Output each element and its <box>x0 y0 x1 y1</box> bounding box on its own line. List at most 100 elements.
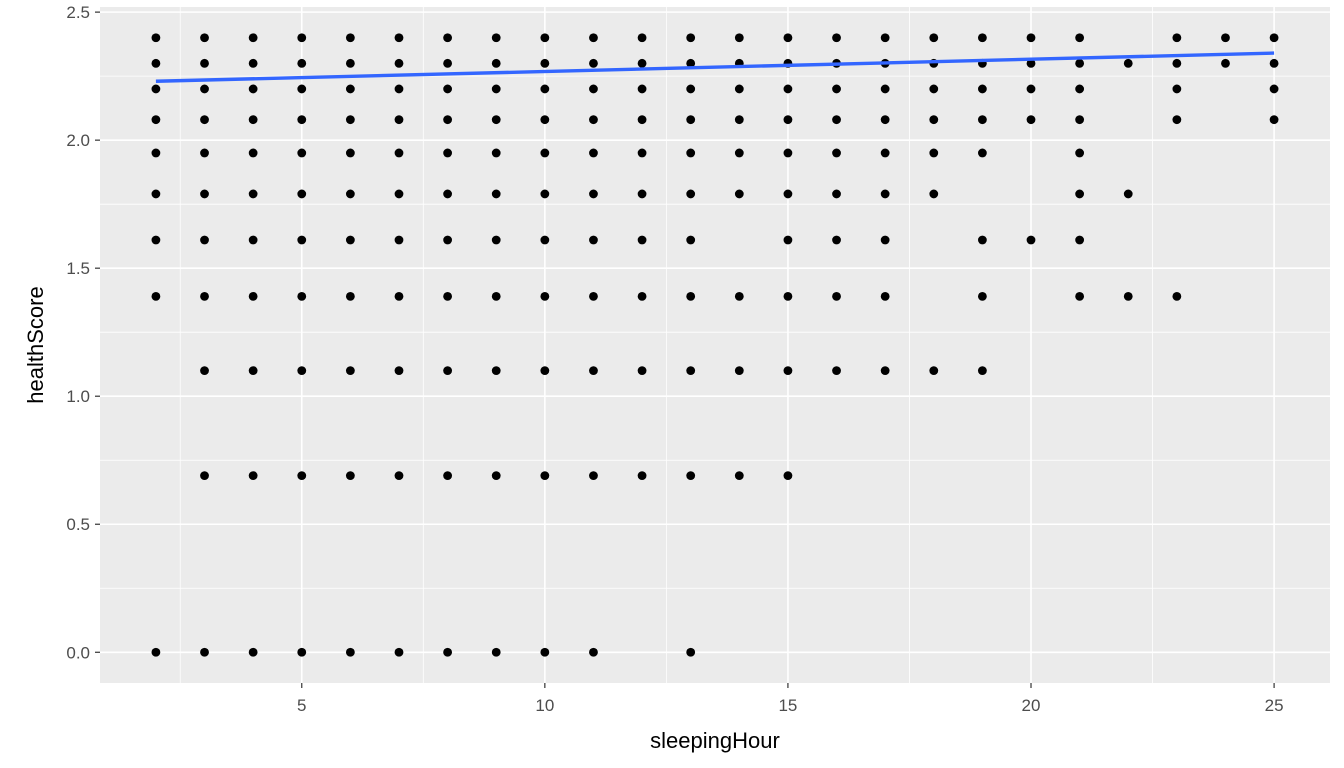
data-point <box>200 33 209 43</box>
data-point <box>394 471 404 480</box>
data-point <box>1172 115 1182 125</box>
data-point <box>297 647 307 657</box>
data-point <box>686 84 696 94</box>
data-point <box>977 115 987 125</box>
data-point <box>832 366 841 376</box>
data-point <box>589 366 598 376</box>
data-point <box>686 58 696 68</box>
data-point <box>345 84 355 94</box>
data-point <box>880 115 890 125</box>
data-point <box>734 471 744 480</box>
data-point <box>540 33 550 43</box>
data-point <box>151 291 161 301</box>
data-point <box>248 189 258 199</box>
data-point <box>637 148 647 158</box>
data-point <box>832 189 841 199</box>
data-point <box>345 291 355 301</box>
data-point <box>637 291 647 301</box>
data-point <box>686 148 696 158</box>
data-point <box>200 84 209 94</box>
minor-grid <box>100 7 1330 683</box>
data-point <box>200 115 209 125</box>
data-point <box>443 84 453 94</box>
data-point <box>1172 291 1182 301</box>
data-point <box>832 291 841 301</box>
data-point <box>734 291 744 301</box>
data-point <box>151 115 161 125</box>
data-point <box>929 84 939 94</box>
plot-panel <box>100 7 1330 683</box>
data-point <box>686 366 696 376</box>
data-point <box>832 33 841 43</box>
data-point <box>1221 33 1230 43</box>
data-point <box>637 235 647 245</box>
data-point <box>200 148 209 158</box>
data-point <box>929 148 939 158</box>
data-point <box>345 647 355 657</box>
data-point <box>540 291 550 301</box>
data-point <box>248 33 258 43</box>
data-point <box>734 366 744 376</box>
trend-line-layer <box>155 51 1275 83</box>
y-tick-label: 0.5 <box>66 515 90 534</box>
data-point <box>1172 84 1182 94</box>
data-point <box>637 33 647 43</box>
y-axis: 0.0 0.5 1.0 1.5 2.0 2.5 <box>66 3 100 662</box>
data-point <box>1172 33 1182 43</box>
data-point <box>345 115 355 125</box>
data-point <box>540 471 550 480</box>
data-point <box>977 148 987 158</box>
y-axis-title: healthScore <box>23 286 48 403</box>
data-point <box>589 84 598 94</box>
data-point <box>345 471 355 480</box>
data-point <box>880 291 890 301</box>
data-point <box>248 148 258 158</box>
data-point <box>783 115 793 125</box>
data-point <box>686 647 696 657</box>
data-point <box>297 33 307 43</box>
data-point <box>394 647 404 657</box>
data-point <box>540 84 550 94</box>
data-point <box>686 471 696 480</box>
data-point <box>248 84 258 94</box>
data-point <box>151 33 161 43</box>
data-point <box>589 291 598 301</box>
data-point <box>1075 84 1085 94</box>
data-point <box>443 235 453 245</box>
data-point <box>540 148 550 158</box>
data-point <box>1123 189 1133 199</box>
data-point <box>1269 115 1279 125</box>
data-point <box>686 291 696 301</box>
data-point <box>1075 115 1085 125</box>
data-point <box>637 189 647 199</box>
data-point <box>1172 58 1182 68</box>
data-point <box>248 366 258 376</box>
data-point <box>880 189 890 199</box>
data-point <box>200 471 209 480</box>
data-point <box>394 366 404 376</box>
data-point <box>297 235 307 245</box>
data-point <box>540 58 550 68</box>
data-point <box>491 58 501 68</box>
data-point <box>1026 33 1036 43</box>
data-point <box>1269 33 1279 43</box>
data-point <box>491 235 501 245</box>
data-point <box>443 647 453 657</box>
data-point <box>345 235 355 245</box>
data-point <box>200 366 209 376</box>
data-point <box>880 235 890 245</box>
data-point <box>151 84 161 94</box>
data-point <box>540 235 550 245</box>
data-point <box>637 115 647 125</box>
data-point <box>443 366 453 376</box>
data-point <box>734 189 744 199</box>
data-point <box>1075 148 1085 158</box>
x-tick-label: 20 <box>1022 696 1041 715</box>
data-point <box>637 84 647 94</box>
data-point <box>345 189 355 199</box>
y-tick-label: 1.5 <box>66 259 90 278</box>
y-tick-label: 2.5 <box>66 3 90 22</box>
data-point <box>734 148 744 158</box>
data-point <box>589 148 598 158</box>
